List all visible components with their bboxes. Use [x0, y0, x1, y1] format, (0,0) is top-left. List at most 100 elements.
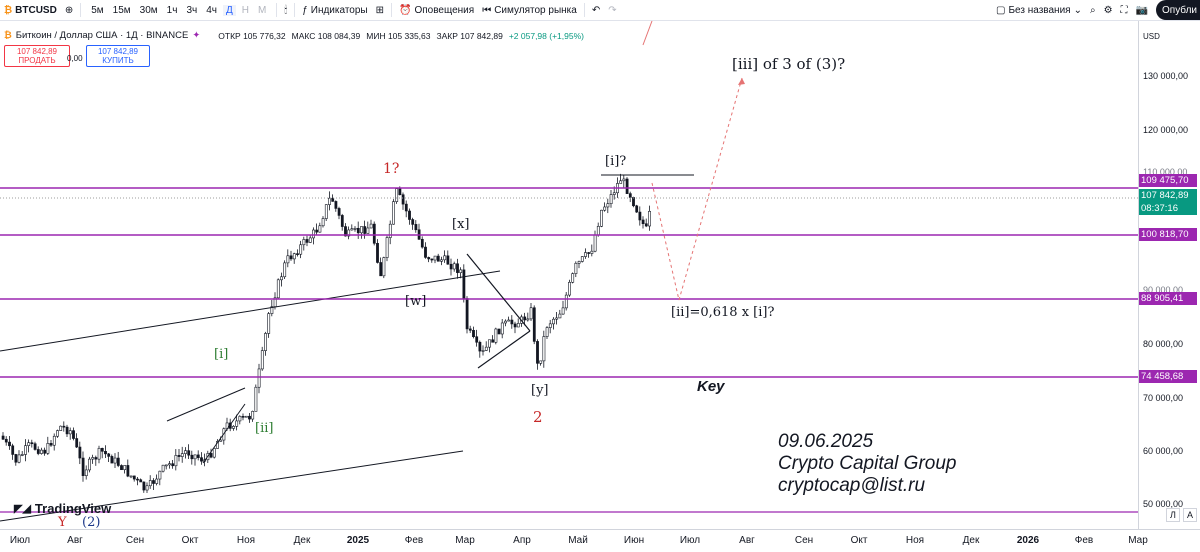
bottom-y-label[interactable]: Y [58, 515, 67, 530]
timeframe-3h[interactable]: 3ч [186, 4, 198, 16]
redo-button[interactable]: ↷ [604, 0, 620, 20]
snapshot-button[interactable]: 📷 [1132, 0, 1152, 20]
timeframe-15m[interactable]: 15м [112, 4, 131, 16]
fullscreen-button[interactable]: ⛶ [1117, 0, 1132, 20]
candle-body [97, 447, 101, 460]
timeframe-week[interactable]: Н [241, 4, 250, 16]
buy-button[interactable]: 107 842,89 КУПИТЬ [86, 45, 150, 67]
bottom-2-label[interactable]: (2) [82, 515, 101, 530]
candle-body [174, 455, 178, 467]
candle-body [385, 237, 389, 258]
timeframe-5m[interactable]: 5м [91, 4, 104, 16]
tradingview-logo[interactable]: ◤◢ TradingView [14, 501, 111, 516]
divider [294, 3, 296, 17]
level-badge-88905[interactable]: 88 905,41 [1139, 292, 1197, 305]
timeframe-day[interactable]: Д [223, 4, 236, 16]
wave-x-label[interactable]: [x] [452, 217, 470, 232]
candle-body [158, 470, 162, 480]
candle-body [641, 219, 645, 225]
level-badge-109475[interactable]: 109 475,70 [1139, 174, 1197, 187]
templates-button[interactable]: ⊞ [372, 0, 388, 20]
low-value: МИН 105 335,63 [366, 30, 431, 41]
sell-button[interactable]: 107 842,89 ПРОДАТЬ [4, 45, 70, 67]
wave-1-label[interactable]: 1? [383, 161, 400, 177]
settings-button[interactable]: ⚙ [1100, 0, 1117, 20]
target-label[interactable]: [iii] of 3 of (3)? [732, 55, 846, 73]
publish-button[interactable]: Опубли [1156, 0, 1200, 20]
wave-i-top-label[interactable]: [i]? [605, 154, 627, 169]
undo-button[interactable]: ↶ [588, 0, 604, 20]
auto-scale-button[interactable]: A [1183, 508, 1197, 522]
chart-canvas[interactable] [0, 21, 1138, 529]
replay-label: Симулятор рынка [494, 4, 577, 16]
price-scale[interactable]: USD 130 000,00 120 000,00 110 000,00 90 … [1138, 21, 1200, 529]
wave-y-label[interactable]: [y] [531, 383, 549, 398]
candle-body [350, 228, 354, 231]
quick-search-button[interactable]: ⌕ [1086, 0, 1100, 20]
last-price-badge[interactable]: 107 842,89 [1139, 189, 1197, 202]
price-tick: 60 000,00 [1143, 446, 1184, 456]
timeframe-4h[interactable]: 4ч [206, 4, 217, 16]
key-label[interactable]: Key [697, 378, 725, 395]
timeframe-30m[interactable]: 30м [139, 4, 158, 16]
candle-body [40, 449, 43, 454]
wave-i-small-label[interactable]: [i] [214, 347, 229, 362]
triangle-upper-line[interactable] [466, 253, 531, 332]
candle-body [481, 350, 485, 352]
chart-area[interactable]: ₿ Биткоин / Доллар США · 1Д · BINANCE ✦ … [0, 21, 1138, 530]
candle-body [251, 411, 255, 420]
symbol-title[interactable]: ₿ Биткоин / Доллар США · 1Д · BINANCE ✦ [4, 30, 200, 41]
level-badge-100818[interactable]: 100 818,70 [1139, 228, 1197, 241]
candle-body [337, 208, 341, 216]
undo-icon: ↶ [591, 4, 601, 16]
candle-body [113, 457, 117, 464]
log-scale-button[interactable]: Л [1166, 508, 1180, 522]
time-axis[interactable]: Июл Авг Сен Окт Ноя Дек 2025 Фев Мар Апр… [0, 529, 1200, 552]
candle-body [8, 441, 11, 447]
time-tick: Дек [293, 535, 311, 546]
wave-2-label[interactable]: 2 [533, 408, 543, 426]
indicators-button[interactable]: ƒ Индикаторы [298, 0, 371, 20]
wave-w-label[interactable]: [w] [405, 294, 427, 309]
timeframe-1h[interactable]: 1ч [166, 4, 178, 16]
currency-label[interactable]: USD [1143, 32, 1160, 41]
candle-body [107, 453, 111, 457]
candle-body [286, 255, 290, 264]
timeframe-month[interactable]: М [258, 4, 267, 16]
wedge-upper-line[interactable] [166, 387, 246, 422]
candle-body [276, 279, 280, 299]
candle-body [46, 443, 50, 454]
candle-body [177, 455, 181, 457]
trendline-upper[interactable] [0, 270, 501, 352]
candle-body [411, 219, 415, 225]
triangle-lower-line[interactable] [477, 330, 531, 369]
level-badge-74458[interactable]: 74 458,68 [1139, 370, 1197, 383]
trendline-lower[interactable] [0, 450, 464, 522]
candle-body [145, 485, 149, 491]
red-drawn-line[interactable] [642, 21, 653, 46]
alerts-button[interactable]: ⏰ Оповещения [395, 0, 478, 20]
candle-body [564, 294, 568, 309]
change-value: +2 057,98 (+1,95%) [508, 30, 584, 41]
add-symbol-button[interactable]: ⊕ [61, 0, 77, 20]
candle-body [456, 263, 459, 273]
wave-ii-small-label[interactable]: [ii] [255, 421, 274, 436]
signature-block[interactable]: 09.06.2025 Crypto Capital Group cryptoca… [778, 431, 956, 497]
candle-body [465, 298, 469, 330]
layout-button[interactable]: ▢ Без названия ⌄ [992, 0, 1086, 20]
candle-body [193, 454, 197, 460]
chart-type-button[interactable]: 🕯 [280, 0, 291, 20]
candle-body [4, 438, 8, 443]
wedge-lower-line[interactable] [202, 403, 246, 464]
candle-body [254, 386, 258, 412]
price-tick: 80 000,00 [1143, 339, 1184, 349]
symbol-search[interactable]: ₿ BTCUSD [0, 0, 61, 20]
candle-body [558, 313, 562, 319]
open-value: ОТКР 105 776,32 [218, 30, 286, 41]
retrace-label[interactable]: [ii]=0,618 x [i]? [671, 305, 775, 320]
candle-body [398, 188, 402, 196]
replay-button[interactable]: ⏮ Симулятор рынка [478, 0, 581, 20]
forecast-path[interactable] [651, 77, 743, 301]
fullscreen-icon: ⛶ [1120, 4, 1128, 16]
candle-body [209, 453, 213, 458]
